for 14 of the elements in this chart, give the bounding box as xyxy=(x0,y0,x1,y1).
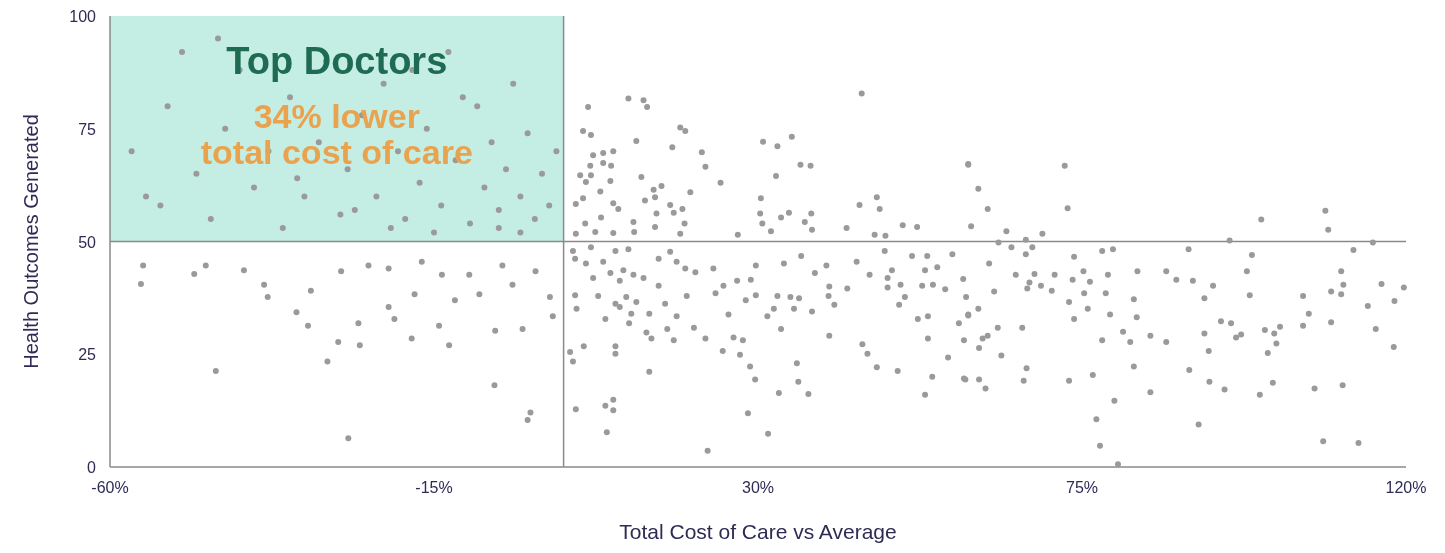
x-tick-label: 30% xyxy=(741,479,775,496)
x-tick-label: 75% xyxy=(1065,479,1099,496)
y-tick-label: 75 xyxy=(78,120,97,138)
x-tick-label: -15% xyxy=(415,479,453,496)
y-tick-label: 50 xyxy=(78,233,97,251)
y-tick-label: 0 xyxy=(87,459,97,476)
annotation: 34% lower total cost of care xyxy=(200,96,473,171)
x-tick-label: -60% xyxy=(91,479,129,496)
x-axis-title: Total Cost of Care vs Average xyxy=(619,520,897,543)
y-axis-title: Health Outcomes Generated xyxy=(20,114,42,369)
x-tick-label: 120% xyxy=(1385,479,1427,496)
y-tick-label: 100 xyxy=(69,8,97,25)
y-tick-label: 25 xyxy=(78,346,97,364)
annotation: Top Doctors xyxy=(226,40,448,82)
